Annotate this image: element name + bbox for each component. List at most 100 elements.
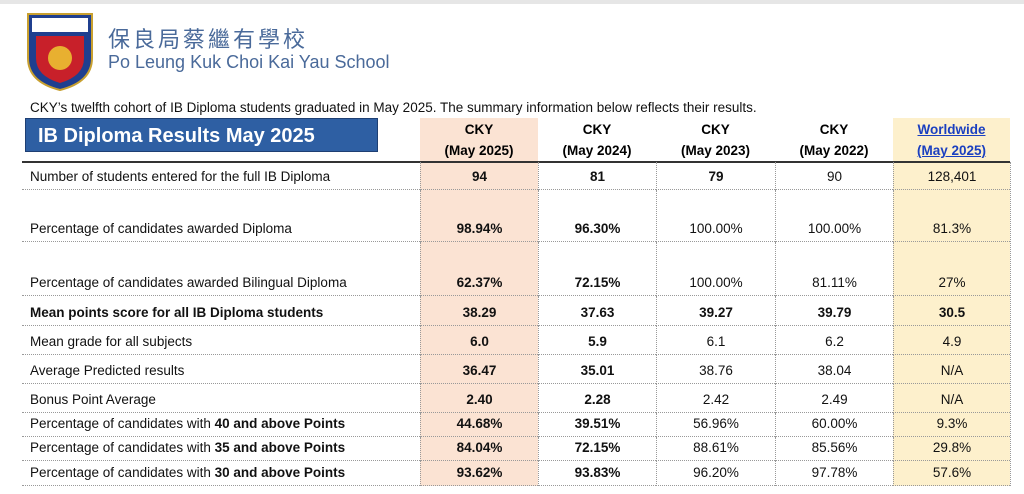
header-text: (May 2025) [444,143,514,158]
row-label: Percentage of candidates with 35 and abo… [22,437,420,461]
label-part: Percentage of candidates with [30,440,215,455]
value-cell: 39.27 [656,296,775,326]
top-bar [0,0,1024,4]
value-cell: 2.28 [538,384,656,413]
label-part: Mean grade for all subjects [30,334,193,349]
label-part: Percentage of candidates with [30,465,215,480]
school-logo [27,13,93,92]
header-link[interactable]: (May 2025) [916,143,987,158]
table-title: IB Diploma Results May 2025 [25,118,378,152]
value-cell: 2.40 [420,384,538,413]
value-cell: 27% [893,242,1010,296]
value-cell: 38.76 [656,355,775,384]
label-part: Average Predicted results [30,363,185,378]
value-cell: 2.42 [656,384,775,413]
value-cell: 6.0 [420,326,538,355]
value-cell: 96.30% [538,190,656,242]
value-cell: 9.3% [893,413,1010,437]
column-header: CKY (May 2024) [538,118,656,162]
value-cell: 60.00% [775,413,893,437]
value-cell: 81 [538,162,656,190]
value-cell: 128,401 [893,162,1010,190]
row-label: Mean grade for all subjects [22,326,420,355]
value-cell: 2.49 [775,384,893,413]
value-cell: 62.37% [420,242,538,296]
value-cell: 36.47 [420,355,538,384]
label-part: 40 and above Points [214,416,346,431]
value-cell: N/A [893,384,1010,413]
column-header: CKY (May 2025) [420,118,538,162]
label-part: Mean points score for all IB Diploma stu… [30,305,324,320]
header-text: CKY [582,122,612,137]
value-cell: 93.62% [420,461,538,486]
row-label: Percentage of candidates awarded Diploma [22,190,420,242]
value-cell: 96.20% [656,461,775,486]
value-cell: 6.2 [775,326,893,355]
label-part: 30 and above Points [214,465,346,480]
value-cell: 79 [656,162,775,190]
intro-text: CKY’s twelfth cohort of IB Diploma stude… [30,100,757,115]
value-cell: 39.51% [538,413,656,437]
value-cell: 35.01 [538,355,656,384]
school-chinese-name: 保良局蔡繼有學校 [108,28,309,53]
row-label: Percentage of candidates with 30 and abo… [22,461,420,486]
row-label: Percentage of candidates awarded Bilingu… [22,242,420,296]
value-cell: 37.63 [538,296,656,326]
value-cell: 94 [420,162,538,190]
value-cell: 98.94% [420,190,538,242]
column-header: Worldwide (May 2025) [893,118,1010,162]
header-text: (May 2022) [799,143,869,158]
value-cell: 38.29 [420,296,538,326]
value-cell: 57.6% [893,461,1010,486]
label-part: 35 and above Points [214,440,346,455]
header-border [22,161,1010,163]
label-part: Percentage of candidates awarded Bilingu… [30,275,347,290]
value-cell: 30.5 [893,296,1010,326]
label-part: Bonus Point Average [30,392,156,407]
value-cell: 39.79 [775,296,893,326]
column-header: CKY (May 2022) [775,118,893,162]
value-cell: 6.1 [656,326,775,355]
column-highlight [893,118,1010,486]
value-cell: 72.15% [538,242,656,296]
row-label: Number of students entered for the full … [22,162,420,190]
column-header: CKY (May 2023) [656,118,775,162]
header-text: CKY [819,122,849,137]
value-cell: 4.9 [893,326,1010,355]
value-cell: 29.8% [893,437,1010,461]
label-part: Number of students entered for the full … [30,169,331,184]
label-part: Percentage of candidates awarded Diploma [30,221,292,236]
value-cell: 97.78% [775,461,893,486]
value-cell: 100.00% [656,190,775,242]
row-label: Average Predicted results [22,355,420,384]
value-cell: 81.3% [893,190,1010,242]
header-text: CKY [701,122,730,137]
header-text: CKY [464,122,494,137]
value-cell: 44.68% [420,413,538,437]
value-cell: 72.15% [538,437,656,461]
row-label: Percentage of candidates with 40 and abo… [22,413,420,437]
value-cell: 56.96% [656,413,775,437]
value-cell: 93.83% [538,461,656,486]
header-text: (May 2024) [562,143,632,158]
label-part: Percentage of candidates with [30,416,215,431]
value-cell: 84.04% [420,437,538,461]
value-cell: 85.56% [775,437,893,461]
header-text: (May 2023) [680,143,751,158]
table-border-right [1010,162,1011,486]
column-highlight [420,118,538,486]
value-cell: 38.04 [775,355,893,384]
value-cell: 90 [775,162,893,190]
value-cell: 100.00% [775,190,893,242]
value-cell: 81.11% [775,242,893,296]
school-english-name: Po Leung Kuk Choi Kai Yau School [108,52,390,72]
header-link[interactable]: Worldwide [917,122,986,137]
value-cell: 100.00% [656,242,775,296]
row-label: Mean points score for all IB Diploma stu… [22,296,420,326]
value-cell: N/A [893,355,1010,384]
row-label: Bonus Point Average [22,384,420,413]
value-cell: 5.9 [538,326,656,355]
value-cell: 88.61% [656,437,775,461]
